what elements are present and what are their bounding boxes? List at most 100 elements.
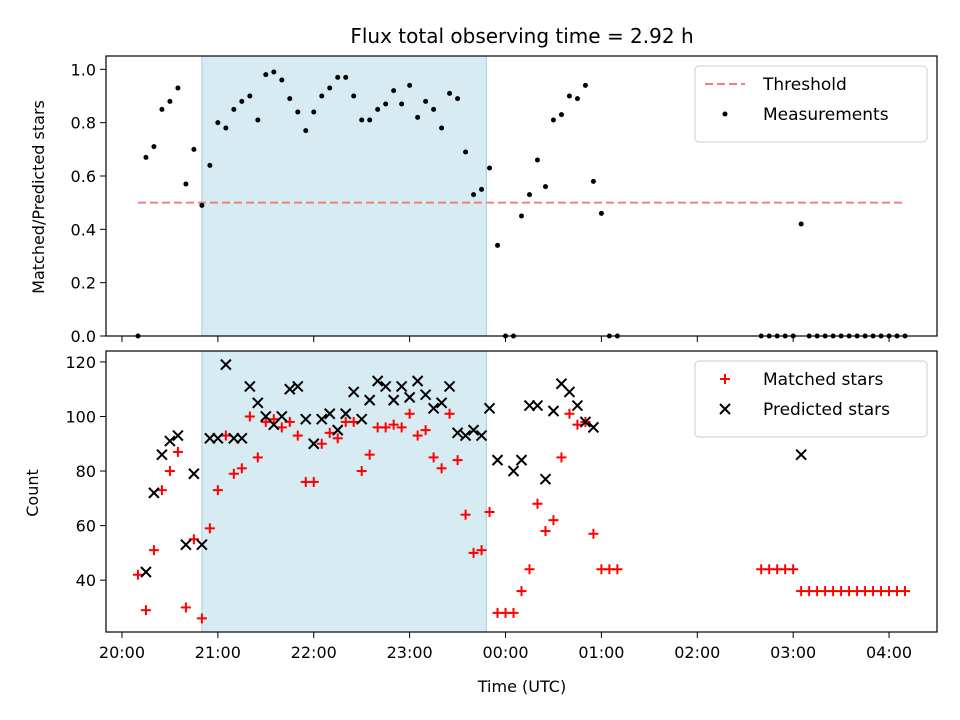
top-y-tick-label: 0.4 [71, 220, 96, 239]
bottom-y-tick-label: 120 [65, 353, 96, 372]
matched-star-point [188, 534, 199, 545]
matched-star-point [428, 452, 439, 463]
predicted-star-point [571, 399, 584, 412]
measurement-point [463, 149, 469, 155]
x-tick-label: 00:00 [482, 643, 528, 662]
measurement-point [383, 101, 389, 107]
legend-marker [722, 111, 728, 117]
x-axis-label: Time (UTC) [477, 677, 566, 696]
matched-star-point [524, 564, 535, 575]
predicted-star-point [403, 391, 416, 404]
measurement-point [598, 210, 604, 216]
measurement-point [590, 178, 596, 184]
measurement-point [479, 186, 485, 192]
predicted-star-point [371, 375, 384, 387]
predicted-star-point [795, 448, 807, 461]
matched-star-point [556, 452, 567, 463]
matched-star-point [148, 545, 159, 556]
measurement-point [471, 192, 477, 198]
measurement-point [423, 98, 429, 104]
top-y-tick-label: 0.2 [71, 274, 96, 293]
predicted-star-point [411, 375, 424, 387]
measurement-point [175, 85, 181, 91]
measurement-point [151, 144, 157, 150]
predicted-star-point [244, 380, 256, 393]
measurement-point [303, 128, 309, 134]
matched-star-point [476, 545, 487, 556]
predicted-star-point [475, 429, 488, 442]
predicted-star-point [539, 473, 552, 485]
predicted-star-point [443, 380, 456, 393]
measurement-point [391, 88, 397, 94]
matched-star-point [180, 602, 191, 613]
bottom-y-tick-label: 60 [76, 517, 96, 536]
predicted-star-point [180, 538, 192, 551]
legend-item: Matched stars [720, 370, 883, 390]
top-y-tick-label: 1.0 [71, 60, 96, 79]
predicted-star-point [236, 432, 248, 445]
matched-star-point [204, 523, 215, 534]
matched-star-point [612, 564, 623, 575]
x-tick-label: 23:00 [387, 643, 433, 662]
measurement-point [167, 98, 173, 104]
top-y-tick-label: 0.6 [71, 167, 96, 186]
measurement-point [526, 192, 532, 198]
top-y-tick-label: 0.8 [71, 114, 96, 133]
predicted-star-point [387, 394, 400, 406]
measurement-point [542, 184, 548, 190]
measurement-point [550, 117, 556, 123]
measurement-point [343, 74, 349, 80]
top-panel: 0.0 0.2 0.4 0.6 0.8 1.0 Threshold Measurements [71, 55, 938, 346]
predicted-star-point [340, 408, 352, 420]
matched-star-point [228, 468, 239, 479]
matched-star-point [324, 427, 335, 438]
bottom-panel: 40 60 80 100 120 20:00 21:00 22:00 23:00 00:00 01:… [65, 350, 938, 662]
predicted-star-point [316, 413, 328, 425]
matched-star-point [380, 422, 391, 433]
predicted-star-point [332, 424, 344, 436]
matched-star-point [156, 485, 167, 496]
matched-star-point [268, 414, 279, 425]
bottom-y-axis-label: Count [23, 469, 42, 517]
matched-star-point [252, 452, 263, 463]
measurement-point [487, 165, 493, 171]
matched-star-point [484, 506, 495, 517]
measurement-point [159, 106, 165, 112]
legend-marker [720, 374, 730, 384]
measurement-point [415, 114, 421, 120]
predicted-star-point [379, 380, 392, 393]
predicted-star-point [284, 383, 296, 395]
legend-item: Predicted stars [719, 400, 890, 420]
predicted-star-point [395, 380, 408, 393]
measurement-point [495, 242, 501, 248]
measurement-point [263, 72, 269, 78]
matched-star-point [212, 485, 223, 496]
legend-box [694, 360, 928, 438]
legend-label: Measurements [763, 105, 889, 125]
matched-star-point [788, 564, 799, 575]
predicted-star-point [547, 405, 560, 417]
measurement-point [287, 96, 293, 102]
matched-star-point [460, 509, 471, 520]
predicted-star-point [451, 427, 464, 439]
predicted-star-point [188, 468, 200, 480]
matched-star-point [396, 422, 407, 433]
measurement-point [519, 213, 524, 219]
measurement-point [255, 117, 261, 123]
matched-star-point [532, 498, 543, 509]
predicted-star-point [172, 429, 184, 442]
matched-star-point [308, 476, 319, 487]
bottom-y-tick-label: 80 [76, 462, 96, 481]
matched-star-point [436, 463, 447, 474]
predicted-star-point [587, 421, 600, 434]
matched-star-point [220, 430, 231, 441]
matched-star-point [348, 416, 359, 427]
predicted-star-point [220, 358, 232, 371]
matched-star-point [316, 438, 327, 449]
measurement-point [534, 157, 540, 163]
bottom-legend: Matched stars Predicted stars [694, 360, 928, 438]
top-observing-span [201, 55, 487, 337]
matched-star-point [332, 433, 343, 444]
predicted-star-point [491, 454, 504, 466]
matched-star-point [420, 425, 431, 436]
